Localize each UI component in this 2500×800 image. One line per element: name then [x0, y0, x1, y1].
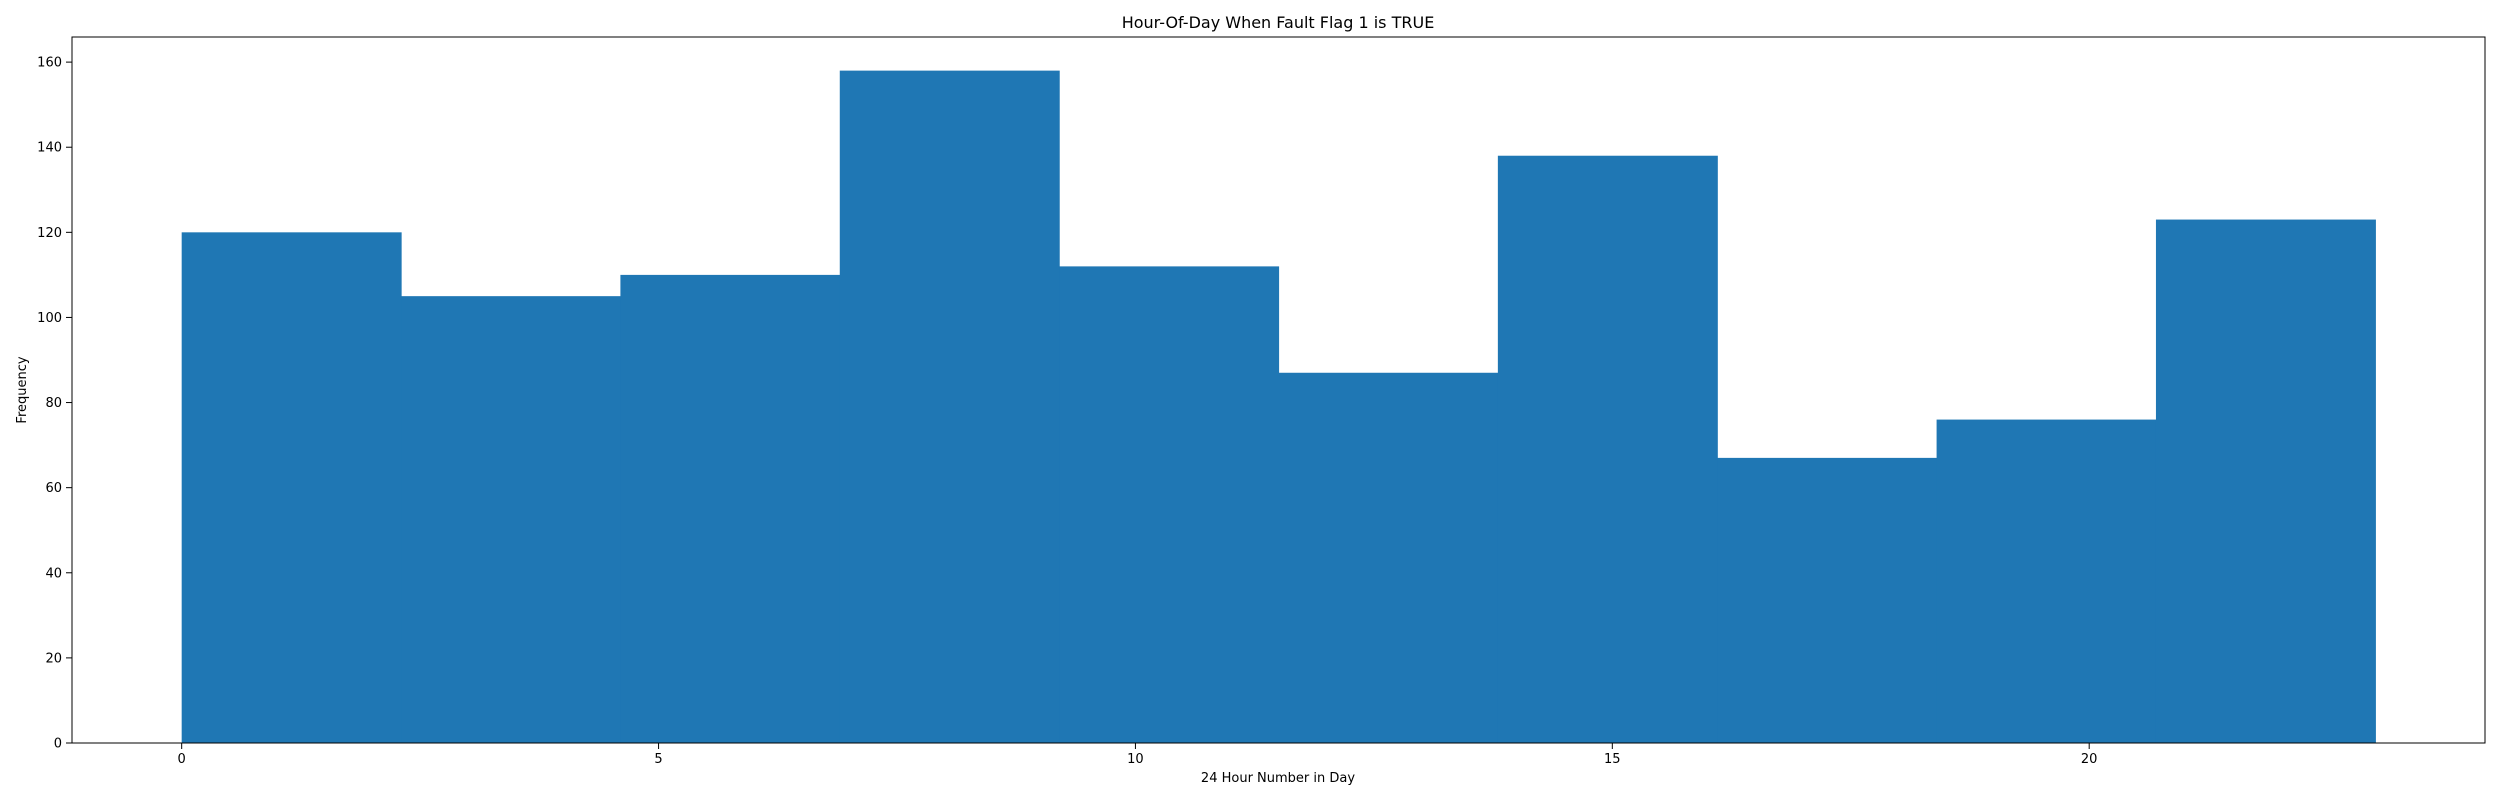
chart-title: Hour-Of-Day When Fault Flag 1 is TRUE	[1122, 13, 1435, 32]
histogram-bar-5	[1059, 266, 1280, 743]
bars-group	[181, 70, 2376, 744]
y-axis-label: Frequency	[15, 356, 30, 423]
y-tick-label: 120	[37, 226, 62, 241]
x-tick-label: 20	[2081, 752, 2098, 767]
y-axis-ticks: 0 20 40 60 80 100 120 140 160	[37, 56, 72, 752]
histogram-bar-6	[1278, 372, 1499, 743]
histogram-bar-7	[1497, 155, 1718, 744]
x-tick-label: 10	[1127, 752, 1144, 767]
histogram-bar-8	[1717, 457, 1938, 743]
histogram-bar-3	[620, 274, 841, 743]
histogram-bar-1	[181, 232, 402, 743]
x-tick-label: 15	[1604, 752, 1621, 767]
y-tick-label: 160	[37, 56, 62, 71]
histogram-bar-2	[401, 296, 622, 743]
x-axis-label: 24 Hour Number in Day	[1201, 771, 1355, 786]
y-tick-label: 0	[54, 737, 62, 752]
histogram-bar-10	[2155, 219, 2376, 743]
histogram-bar-4	[839, 70, 1060, 744]
y-tick-label: 140	[37, 141, 62, 156]
y-tick-label: 40	[45, 566, 62, 581]
histogram-bar-9	[1936, 419, 2157, 743]
y-tick-label: 20	[45, 651, 62, 666]
y-tick-label: 60	[45, 481, 62, 496]
y-tick-label: 100	[37, 311, 62, 326]
x-tick-label: 0	[178, 752, 186, 767]
x-axis-ticks: 0 5 10 15 20	[178, 743, 2098, 767]
y-tick-label: 80	[45, 396, 62, 411]
x-tick-label: 5	[654, 752, 662, 767]
plot-frame	[71, 36, 2486, 744]
